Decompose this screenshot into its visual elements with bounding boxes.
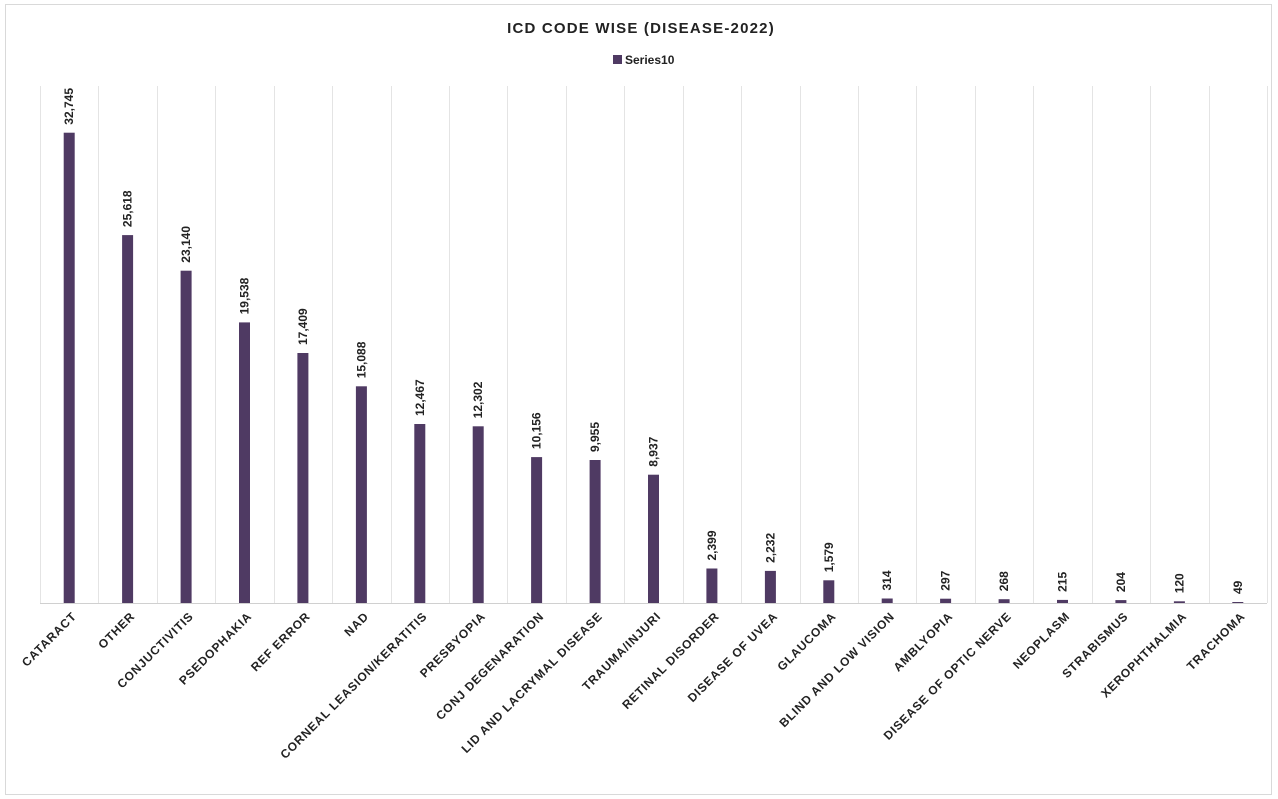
bar <box>648 474 659 603</box>
data-label: 120 <box>1172 573 1186 593</box>
bar <box>940 598 952 603</box>
data-label: 297 <box>939 570 953 590</box>
data-label: 32,745 <box>62 88 76 125</box>
data-label: 2,232 <box>763 533 777 563</box>
chart-frame <box>5 4 1272 795</box>
bar <box>1232 602 1244 603</box>
data-label: 204 <box>1114 572 1128 592</box>
bar <box>63 132 75 603</box>
data-label: 8,937 <box>647 436 661 466</box>
data-label: 2,399 <box>705 530 719 560</box>
legend: Series10 <box>613 53 675 67</box>
legend-swatch <box>613 55 622 64</box>
bar <box>998 599 1010 603</box>
bar <box>531 457 543 603</box>
data-label: 10,156 <box>530 412 544 449</box>
bar <box>1115 600 1127 603</box>
data-label: 215 <box>1056 572 1070 592</box>
data-label: 268 <box>997 571 1011 591</box>
bar <box>297 353 309 603</box>
data-label: 49 <box>1231 580 1245 594</box>
bar <box>414 424 426 603</box>
data-label: 12,302 <box>471 381 485 418</box>
data-label: 9,955 <box>588 422 602 452</box>
bar <box>706 568 718 603</box>
data-label: 23,140 <box>179 226 193 263</box>
bar <box>589 460 601 603</box>
data-label: 15,088 <box>354 341 368 378</box>
bar <box>239 322 250 603</box>
bar <box>122 235 134 603</box>
data-label: 1,579 <box>822 542 836 572</box>
bar <box>472 426 484 603</box>
data-label: 17,409 <box>296 308 310 345</box>
bar <box>1057 599 1068 603</box>
bar <box>1173 601 1185 603</box>
bar <box>881 598 893 603</box>
data-label: 19,538 <box>238 277 252 314</box>
legend-label: Series10 <box>625 53 675 67</box>
bar <box>764 570 776 603</box>
bar <box>180 270 192 603</box>
bar <box>355 386 367 603</box>
bar <box>823 580 835 603</box>
data-label: 314 <box>880 570 894 590</box>
chart-title: ICD CODE WISE (DISEASE-2022) <box>507 20 775 37</box>
data-label: 25,618 <box>121 190 135 227</box>
data-label: 12,467 <box>413 379 427 416</box>
